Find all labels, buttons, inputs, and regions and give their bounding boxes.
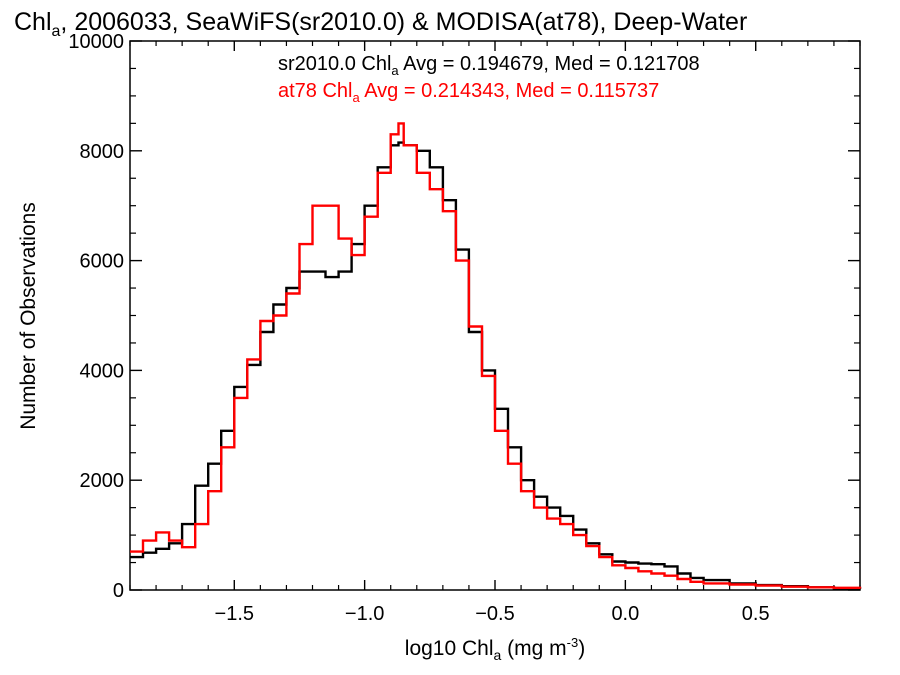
plot-frame bbox=[129, 40, 861, 591]
series-line-at78 bbox=[130, 122, 862, 589]
x-tick-label: −1.0 bbox=[345, 603, 384, 625]
y-tick-label: 8000 bbox=[80, 141, 125, 163]
y-tick-label: 4000 bbox=[80, 360, 125, 382]
y-tick-label: 0 bbox=[113, 580, 124, 602]
x-tick-label: −1.5 bbox=[215, 603, 254, 625]
annotation-sr2010: sr2010.0 Chla Avg = 0.194679, Med = 0.12… bbox=[278, 53, 700, 78]
x-axis-label: log10 Chla (mg m-3) bbox=[405, 635, 585, 663]
series-line-sr2010 bbox=[130, 141, 862, 590]
y-tick-label: 2000 bbox=[80, 470, 125, 492]
axis-ticks bbox=[129, 40, 861, 591]
x-tick-label: 0.5 bbox=[742, 603, 770, 625]
series-lines bbox=[130, 122, 862, 590]
chart-title: Chla, 2006033, SeaWiFS(sr2010.0) & MODIS… bbox=[14, 8, 747, 40]
y-tick-label: 6000 bbox=[80, 251, 125, 273]
y-tick-label: 10000 bbox=[68, 31, 124, 53]
x-tick-label: 0.0 bbox=[611, 603, 639, 625]
y-axis-label: Number of Observations bbox=[17, 202, 40, 430]
x-tick-label: −0.5 bbox=[475, 603, 514, 625]
axis-tick-labels: −1.5 −1.0 −0.5 0.0 0.5 0 2000 4000 6000 8000 10000 bbox=[68, 31, 769, 625]
annotation-at78: at78 Chla Avg = 0.214343, Med = 0.115737 bbox=[278, 80, 659, 105]
